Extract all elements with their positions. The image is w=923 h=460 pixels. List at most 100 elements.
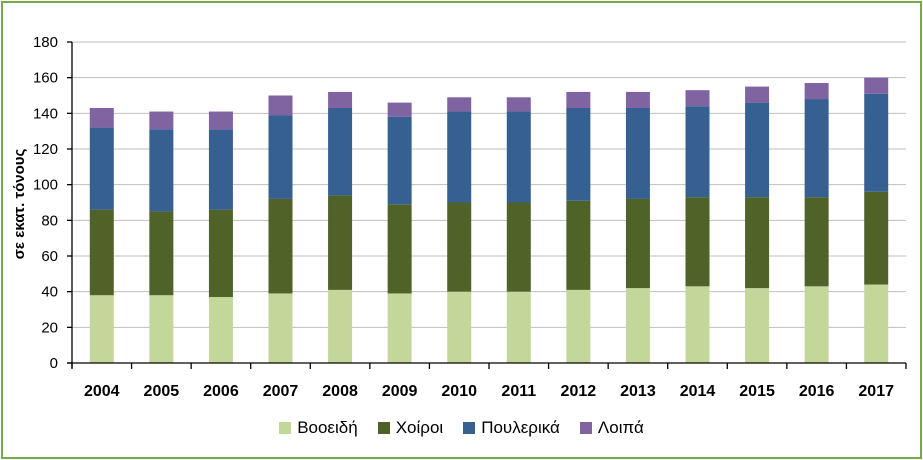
bar-segment — [566, 107, 591, 201]
bar-segment — [447, 291, 472, 363]
x-tick-label: 2004 — [84, 383, 120, 400]
legend-label: Λοιπά — [597, 418, 644, 437]
legend-item: Λοιπά — [579, 418, 644, 438]
bar-segment — [149, 295, 174, 363]
bar-segment — [387, 116, 412, 205]
x-tick-label: 2014 — [680, 383, 716, 400]
x-tick-label: 2010 — [441, 383, 477, 400]
legend-label: Πουλερικά — [481, 418, 560, 437]
bar-segment — [566, 200, 591, 290]
bar-segment — [566, 91, 591, 108]
bar-segment — [149, 211, 174, 296]
bar-segment — [447, 111, 472, 203]
bar-segment — [864, 93, 889, 192]
bar-segment — [89, 209, 114, 296]
bar-segment — [149, 111, 174, 130]
y-tick-label: 80 — [41, 212, 58, 229]
bar-segment — [864, 284, 889, 363]
bar-segment — [864, 191, 889, 285]
y-tick-label: 100 — [33, 177, 58, 194]
bar-segment — [89, 107, 114, 128]
bar-segment — [804, 99, 829, 198]
y-tick-label: 160 — [33, 70, 58, 87]
bar-segment — [447, 202, 472, 292]
bar-segment — [506, 111, 531, 203]
x-tick-label: 2012 — [561, 383, 597, 400]
x-tick-label: 2011 — [501, 383, 536, 400]
legend-label: Χοίροι — [395, 418, 444, 437]
y-tick-label: 60 — [41, 248, 58, 265]
bar-segment — [566, 289, 591, 363]
bar-segment — [387, 204, 412, 294]
bar-segment — [625, 107, 650, 199]
legend: Βοοειδή Χοίροι Πουλερικά Λοιπά — [0, 418, 923, 438]
bar-segment — [625, 198, 650, 289]
bar-segment — [268, 198, 293, 294]
bars — [89, 77, 889, 363]
bar-segment — [685, 90, 710, 107]
bar-segment — [328, 107, 353, 196]
bar-segment — [208, 297, 233, 363]
bar-segment — [506, 97, 531, 112]
bar-segment — [745, 288, 770, 363]
bar-segment — [685, 286, 710, 363]
x-tick-label: 2013 — [620, 383, 656, 400]
bar-segment — [328, 91, 353, 108]
legend-item: Χοίροι — [377, 418, 444, 438]
bar-segment — [745, 197, 770, 289]
legend-item: Βοοειδή — [279, 418, 358, 438]
bar-segment — [506, 291, 531, 363]
y-tick-label: 120 — [33, 141, 58, 158]
legend-item: Πουλερικά — [463, 418, 560, 438]
legend-swatch — [377, 422, 390, 434]
bar-segment — [89, 127, 114, 210]
bar-segment — [328, 289, 353, 363]
legend-swatch — [579, 422, 592, 434]
legend-swatch — [463, 422, 476, 434]
y-tick-label: 140 — [33, 105, 58, 122]
bar-segment — [268, 293, 293, 363]
bar-segment — [328, 195, 353, 290]
x-tick-label: 2016 — [799, 383, 835, 400]
bar-segment — [268, 115, 293, 199]
legend-swatch — [279, 422, 292, 434]
x-tick-label: 2009 — [382, 383, 418, 400]
bar-segment — [506, 202, 531, 292]
bar-segment — [685, 106, 710, 198]
x-tick-label: 2015 — [739, 383, 775, 400]
bar-segment — [804, 83, 829, 100]
bar-segment — [208, 129, 233, 210]
x-tick-label: 2005 — [144, 383, 180, 400]
bar-segment — [745, 102, 770, 198]
y-tick-label: 0 — [50, 355, 58, 372]
x-tick-label: 2017 — [858, 383, 894, 400]
y-axis-label: σε εκατ. τόνους — [11, 148, 28, 259]
x-tick-labels: 2004 2005 2006 2007 2008 2009 2010 2011 2012 2013… — [84, 383, 894, 400]
gridlines — [72, 41, 906, 328]
bar-segment — [804, 197, 829, 287]
x-tick-label: 2007 — [263, 383, 299, 400]
y-tick-label: 180 — [33, 34, 58, 51]
bar-segment — [625, 288, 650, 363]
bar-segment — [804, 286, 829, 363]
bar-segment — [149, 129, 174, 212]
x-tick-label: 2006 — [203, 383, 239, 400]
axes — [67, 41, 907, 369]
bar-segment — [89, 295, 114, 363]
y-tick-labels: 0 20 40 60 80 100 120 140 160 180 — [33, 34, 58, 372]
bar-segment — [864, 77, 889, 94]
legend-label: Βοοειδή — [297, 418, 358, 437]
bar-segment — [745, 86, 770, 103]
bar-segment — [208, 209, 233, 298]
y-tick-label: 40 — [41, 284, 58, 301]
x-tick-label: 2008 — [322, 383, 358, 400]
bar-segment — [387, 293, 412, 363]
y-tick-label: 20 — [41, 319, 58, 336]
bar-segment — [387, 102, 412, 117]
bar-segment — [447, 97, 472, 112]
bar-segment — [625, 91, 650, 108]
bar-segment — [208, 111, 233, 130]
bar-segment — [685, 197, 710, 287]
bar-segment — [268, 95, 293, 116]
